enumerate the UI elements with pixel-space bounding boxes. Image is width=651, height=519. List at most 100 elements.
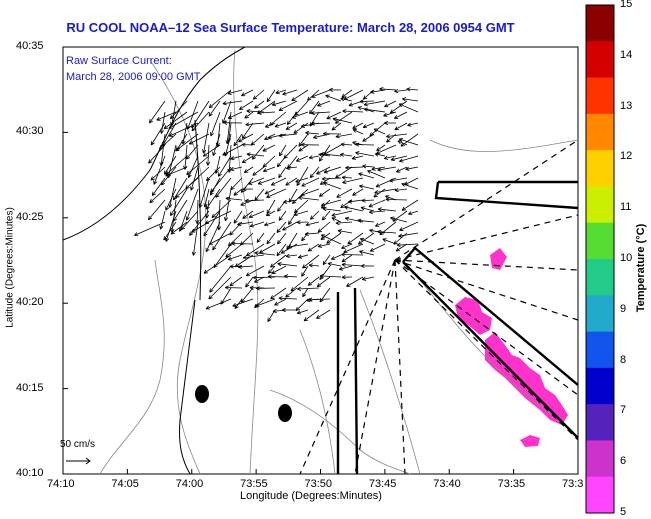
- colorbar-tick-label: 14: [620, 48, 633, 61]
- current-vector: [375, 177, 397, 188]
- current-vector: [293, 210, 309, 217]
- colorbar-tick-label: 13: [620, 99, 633, 112]
- current-vector: [203, 210, 221, 237]
- current-vector: [269, 111, 287, 126]
- current-vector: [237, 221, 254, 227]
- current-vector: [406, 87, 419, 92]
- current-vector: [262, 166, 276, 173]
- current-vector: [321, 210, 331, 221]
- contour-line: [99, 259, 165, 475]
- current-vector: [323, 166, 342, 174]
- current-vector: [175, 133, 199, 152]
- current-vector: [188, 133, 210, 145]
- current-vector: [336, 188, 353, 198]
- current-vector: [322, 206, 342, 212]
- current-vector: [347, 232, 364, 245]
- x-tick-label: 74:10: [47, 478, 75, 490]
- current-vector: [203, 254, 232, 274]
- current-vector: [345, 165, 364, 170]
- contour-line: [149, 59, 207, 475]
- current-vector: [165, 210, 177, 242]
- current-vector: [249, 221, 265, 228]
- dashed-line: [354, 259, 396, 475]
- current-vector: [320, 199, 342, 207]
- dashed-line: [394, 259, 579, 441]
- current-vector: [308, 263, 320, 268]
- station-marker: [195, 385, 209, 403]
- current-vector: [254, 251, 276, 256]
- current-vector: [399, 221, 419, 231]
- current-vector: [384, 120, 397, 126]
- current-vector: [244, 198, 265, 203]
- bathymetry-contours: [99, 49, 579, 475]
- current-vector: [335, 111, 353, 124]
- current-vector: [170, 188, 188, 217]
- current-vector: [278, 133, 298, 138]
- current-vector: [208, 232, 232, 245]
- current-vector: [185, 144, 199, 160]
- current-vector: [401, 199, 419, 211]
- y-tick-label: 40:10: [16, 467, 44, 479]
- current-vector: [292, 188, 309, 205]
- current-vector: [402, 97, 419, 102]
- current-vector: [394, 122, 408, 131]
- current-vector: [362, 122, 375, 129]
- colorbar-segment: [586, 476, 614, 514]
- coastline-path: [179, 299, 196, 475]
- current-vector: [254, 276, 265, 283]
- current-vector: [337, 229, 353, 234]
- current-vector: [341, 275, 353, 280]
- current-vector: [307, 276, 320, 286]
- current-vector: [341, 262, 364, 267]
- y-tick-label: 40:15: [16, 381, 44, 394]
- current-vector: [368, 199, 386, 208]
- y-tick-label: 40:20: [16, 296, 44, 309]
- current-vector: [311, 89, 331, 98]
- current-vector: [294, 100, 309, 116]
- x-tick-label: 73:35: [497, 478, 526, 490]
- current-vector: [212, 221, 232, 251]
- current-vector: [343, 243, 364, 254]
- contour-line: [429, 139, 579, 152]
- current-vector: [270, 177, 287, 186]
- current-vector: [173, 199, 188, 222]
- current-vector: [134, 221, 166, 237]
- current-vector: [301, 177, 320, 187]
- current-vector: [285, 122, 298, 130]
- current-vector: [360, 263, 375, 269]
- current-vector: [375, 144, 397, 155]
- current-vector: [286, 165, 298, 171]
- current-vector: [369, 210, 386, 215]
- current-vector: [230, 166, 243, 171]
- current-vector: [291, 89, 309, 102]
- current-vector: [407, 122, 419, 127]
- current-vector: [308, 155, 320, 160]
- radar-sector-lines: [299, 139, 579, 475]
- contour-line: [299, 329, 336, 475]
- current-vector: [383, 155, 397, 160]
- current-vector: [191, 221, 199, 256]
- current-vector: [278, 144, 287, 157]
- current-vector: [302, 287, 309, 298]
- current-vector: [278, 100, 298, 111]
- current-vector: [241, 155, 254, 164]
- current-vector: [255, 298, 276, 308]
- current-vector: [231, 241, 254, 246]
- current-vector: [191, 111, 210, 132]
- scale-label: 50 cm/s: [60, 439, 96, 450]
- current-vector: [330, 254, 342, 260]
- current-vector: [165, 188, 177, 211]
- current-vector: [245, 265, 265, 277]
- current-vector: [316, 309, 331, 319]
- colorbar-tick-label: 6: [620, 455, 627, 468]
- current-vector: [367, 169, 386, 179]
- current-vector: [332, 117, 353, 124]
- current-vector: [351, 155, 364, 160]
- current-vector: [150, 122, 166, 146]
- current-vector: [267, 265, 276, 274]
- current-vector: [297, 286, 320, 291]
- current-vector: [147, 199, 166, 221]
- current-vector: [385, 197, 408, 202]
- current-vector: [149, 188, 166, 204]
- current-vector: [327, 261, 342, 267]
